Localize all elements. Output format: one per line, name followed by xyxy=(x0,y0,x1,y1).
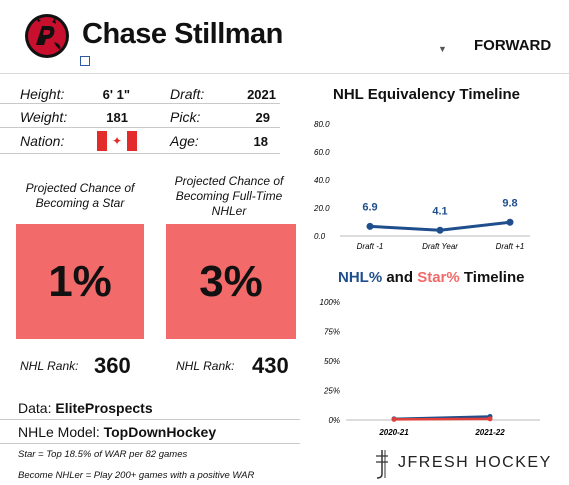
y-tick-label: 0.0 xyxy=(314,232,326,241)
y-tick-label: 0% xyxy=(328,416,340,425)
height-label: Height: xyxy=(20,86,65,102)
pick-label: Pick: xyxy=(170,109,201,125)
y-tick-label: 100% xyxy=(320,298,340,307)
nhler-chance-box: 3% xyxy=(166,224,296,339)
nhle-data-label: 9.8 xyxy=(502,197,517,209)
star-definition-note: Star = Top 18.5% of WAR per 82 games xyxy=(18,449,188,460)
nhler-rank-value: 430 xyxy=(252,353,289,378)
data-source-label: Data: xyxy=(18,400,52,416)
jfresh-logo-icon xyxy=(376,450,388,479)
nhle-point xyxy=(366,222,374,230)
nhle-timeline-chart: 80.0 60.0 40.0 20.0 0.0 Draft -1 Draft Year Dra… xyxy=(313,120,530,251)
star-pct-series-line xyxy=(393,417,491,421)
x-tick-label: Draft +1 xyxy=(496,242,525,251)
star-rank-value: 360 xyxy=(94,353,131,378)
pct-chart-title-and: and xyxy=(382,269,418,286)
selection-checkbox[interactable] xyxy=(80,56,90,66)
star-chance-box: 1% xyxy=(16,224,144,339)
pick-value: 29 xyxy=(255,110,270,125)
data-source: Data: EliteProspects xyxy=(18,400,153,416)
row-divider xyxy=(0,443,300,444)
height-value: 6' 1" xyxy=(102,87,130,102)
data-source-value: EliteProspects xyxy=(55,400,153,416)
star-chance-title: Projected Chance of Becoming a Star xyxy=(25,181,135,210)
nhle-data-label: 6.9 xyxy=(362,201,377,213)
x-tick-label: Draft -1 xyxy=(357,242,384,251)
x-tick-label: 2020-21 xyxy=(378,428,409,437)
model-source: NHLe Model: TopDownHockey xyxy=(18,424,216,440)
row-divider xyxy=(0,103,280,104)
player-name: Chase Stillman xyxy=(82,18,283,50)
model-source-value: TopDownHockey xyxy=(103,424,217,440)
nhle-point xyxy=(506,218,514,226)
brand-wordmark: JFRESH HOCKEY xyxy=(398,454,552,471)
player-position: FORWARD xyxy=(474,37,552,54)
age-value: 18 xyxy=(253,134,268,149)
nhler-chance-title: Projected Chance of Becoming Full-Time N… xyxy=(174,174,284,218)
devils-logo xyxy=(25,14,69,58)
nhler-chance-value: 3% xyxy=(199,256,263,306)
header-divider xyxy=(0,73,569,74)
nhle-point xyxy=(436,226,444,234)
y-tick-label: 75% xyxy=(324,328,340,337)
draft-value: 2021 xyxy=(247,87,276,102)
nhler-definition-note: Become NHLer = Play 200+ games with a po… xyxy=(18,470,255,481)
star-pct-point xyxy=(487,416,493,422)
age-label: Age: xyxy=(170,133,199,149)
nation-label: Nation: xyxy=(20,133,65,149)
y-tick-label: 50% xyxy=(324,357,340,366)
y-tick-label: 20.0 xyxy=(313,204,330,213)
y-tick-label: 40.0 xyxy=(314,176,330,185)
nhler-rank-label: NHL Rank: xyxy=(176,359,235,373)
star-pct-point xyxy=(391,416,397,422)
star-chance-value: 1% xyxy=(48,256,112,306)
model-source-label: NHLe Model: xyxy=(18,424,100,440)
weight-value: 181 xyxy=(106,110,128,125)
x-tick-label: 2021-22 xyxy=(474,428,505,437)
y-tick-label: 80.0 xyxy=(314,120,330,129)
y-tick-label: 25% xyxy=(323,387,340,396)
nhle-chart-title: NHL Equivalency Timeline xyxy=(333,86,521,103)
star-rank-label: NHL Rank: xyxy=(20,359,79,373)
canada-flag-icon: ✦ xyxy=(97,131,137,151)
row-divider xyxy=(0,419,300,420)
x-tick-label: Draft Year xyxy=(422,242,458,251)
nhle-data-label: 4.1 xyxy=(432,205,447,217)
y-tick-label: 60.0 xyxy=(314,148,330,157)
row-divider xyxy=(0,127,280,128)
row-divider xyxy=(0,153,280,154)
pct-timeline-chart: 100% 75% 50% 25% 0% 2020-21 2021-22 xyxy=(320,298,540,437)
draft-label: Draft: xyxy=(170,86,205,102)
pct-chart-title: NHL% and Star% Timeline xyxy=(338,269,524,286)
pct-chart-title-timeline: Timeline xyxy=(459,269,525,286)
player-dropdown-chevron-icon[interactable]: ▼ xyxy=(438,44,447,54)
weight-label: Weight: xyxy=(20,109,68,125)
pct-chart-title-nhl: NHL% xyxy=(338,269,383,286)
pct-chart-title-star: Star% xyxy=(417,269,460,286)
